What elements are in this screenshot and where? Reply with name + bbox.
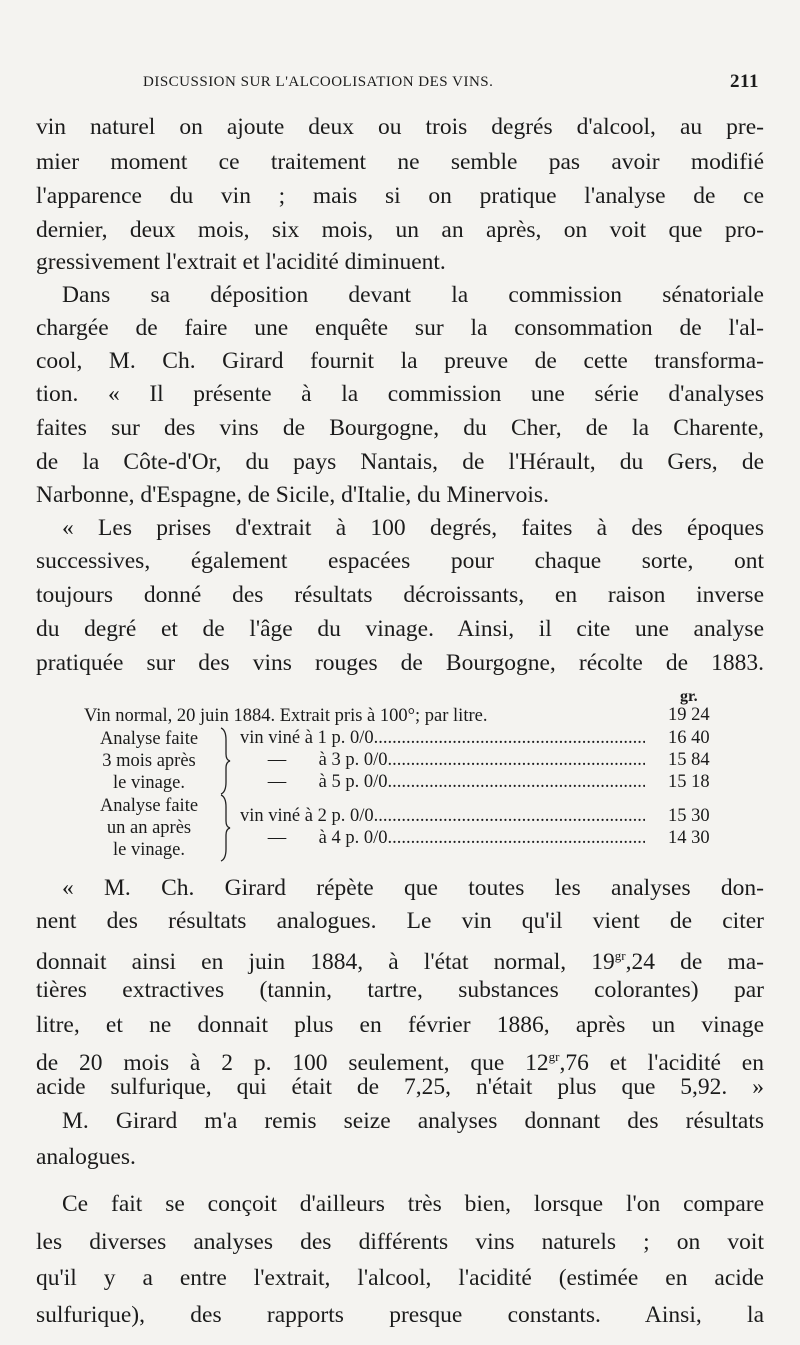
row-value: 16 40	[668, 728, 710, 748]
unit-superscript: gr	[614, 948, 626, 963]
brace	[218, 793, 232, 869]
row-value: 14 30	[668, 828, 710, 848]
text-line: litre, et ne donnait plus en février 188…	[36, 1012, 764, 1038]
text-line: acide sulfurique, qui était de 7,25, n'é…	[36, 1074, 764, 1100]
text-line: dernier, deux mois, six mois, un an aprè…	[36, 217, 764, 243]
brace-icon	[220, 727, 231, 795]
text-line: Ce fait se conçoit d'ailleurs très bien,…	[62, 1191, 764, 1217]
row-description: vin viné à 2 p. 0/0	[240, 806, 374, 826]
text-line: pratiquée sur des vins rouges de Bourgog…	[36, 650, 764, 676]
row-description: — à 3 p. 0/0	[240, 750, 388, 770]
group-label: 3 mois après	[102, 751, 196, 771]
running-header: DISCUSSION SUR L'ALCOOLISATION DES VINS.	[143, 74, 494, 90]
group-label: un an après	[106, 818, 192, 838]
page-number: 211	[730, 71, 759, 92]
table-row: vin viné à 1 p. 0/0.....................…	[240, 728, 645, 749]
text-line: sulfurique), des rapports presque consta…	[36, 1302, 764, 1328]
text-line: cool, M. Ch. Girard fournit la preuve de…	[36, 348, 764, 374]
first-row-label: Vin normal, 20 juin 1884. Extrait pris à…	[84, 706, 488, 726]
row-value: 15 18	[668, 772, 710, 792]
text-line: donnait ainsi en juin 1884, à l'état nor…	[36, 941, 764, 977]
dot-leader: ........................................…	[373, 806, 645, 826]
dot-leader: ........................................…	[387, 750, 645, 770]
group-label: Analyse faite	[99, 729, 199, 749]
dot-leader: ........................................…	[387, 772, 645, 792]
text-line: Narbonne, d'Espagne, de Sicile, d'Italie…	[36, 482, 549, 508]
text-line: « Les prises d'extrait à 100 degrés, fai…	[62, 515, 764, 541]
first-row-value: 19 24	[668, 705, 710, 725]
table-row: — à 4 p. 0/0............................…	[240, 828, 645, 849]
table-row: vin viné à 2 p. 0/0.....................…	[240, 806, 645, 827]
text-line: chargée de faire une enquête sur la cons…	[36, 315, 764, 341]
text-line: vin naturel on ajoute deux ou trois degr…	[36, 114, 764, 140]
text-segment: donnait ainsi en juin 1884, à l'état nor…	[36, 949, 615, 975]
row-description: vin viné à 1 p. 0/0	[240, 728, 374, 748]
brace	[218, 726, 232, 802]
text-line: faites sur des vins de Bourgogne, du Che…	[36, 415, 764, 441]
text-line: toujours donné des résultats décroissant…	[36, 582, 764, 608]
text-line: de 20 mois à 2 p. 100 seulement, que 12g…	[36, 1042, 764, 1078]
text-line: analogues.	[36, 1144, 136, 1170]
text-line: tières extractives (tannin, tartre, subs…	[36, 977, 764, 1003]
dot-leader: ........................................…	[387, 828, 645, 848]
table-row: — à 5 p. 0/0............................…	[240, 772, 645, 793]
row-description: — à 4 p. 0/0	[240, 828, 388, 848]
brace-icon	[220, 794, 231, 862]
unit-superscript: gr	[548, 1049, 560, 1064]
row-value: 15 30	[668, 806, 710, 826]
text-line: qu'il y a entre l'extrait, l'alcool, l'a…	[36, 1265, 764, 1291]
text-line: tion. « Il présente à la commission une …	[36, 381, 764, 407]
text-line: de la Côte-d'Or, du pays Nantais, de l'H…	[36, 449, 764, 475]
text-line: Dans sa déposition devant la commission …	[62, 282, 764, 308]
text-line: l'apparence du vin ; mais si on pratique…	[36, 183, 764, 209]
unit-label: gr.	[680, 688, 698, 705]
group-label: le vinage.	[113, 840, 185, 860]
row-description: — à 5 p. 0/0	[240, 772, 388, 792]
text-line: les diverses analyses des différents vin…	[36, 1229, 764, 1255]
row-value: 15 84	[668, 750, 710, 770]
text-line: M. Girard m'a remis seize analyses donna…	[62, 1108, 764, 1134]
text-segment: de 20 mois à 2 p. 100 seulement, que 12	[36, 1050, 549, 1076]
text-line: du degré et de l'âge du vinage. Ainsi, i…	[36, 616, 764, 642]
text-line: mier moment ce traitement ne semble pas …	[36, 149, 764, 175]
text-segment: ,24 de ma-	[625, 949, 764, 975]
dot-leader: ........................................…	[373, 728, 645, 748]
group-label: Analyse faite	[99, 796, 199, 816]
text-line: gressivement l'extrait et l'acidité dimi…	[36, 249, 446, 275]
table-row: — à 3 p. 0/0............................…	[240, 750, 645, 771]
text-line: nent des résultats analogues. Le vin qu'…	[36, 908, 764, 934]
text-line: successives, également espacées pour cha…	[36, 548, 764, 574]
text-segment: ,76 et l'acidité en	[559, 1050, 764, 1076]
group-label: le vinage.	[113, 773, 185, 793]
text-line: « M. Ch. Girard répète que toutes les an…	[62, 875, 764, 901]
